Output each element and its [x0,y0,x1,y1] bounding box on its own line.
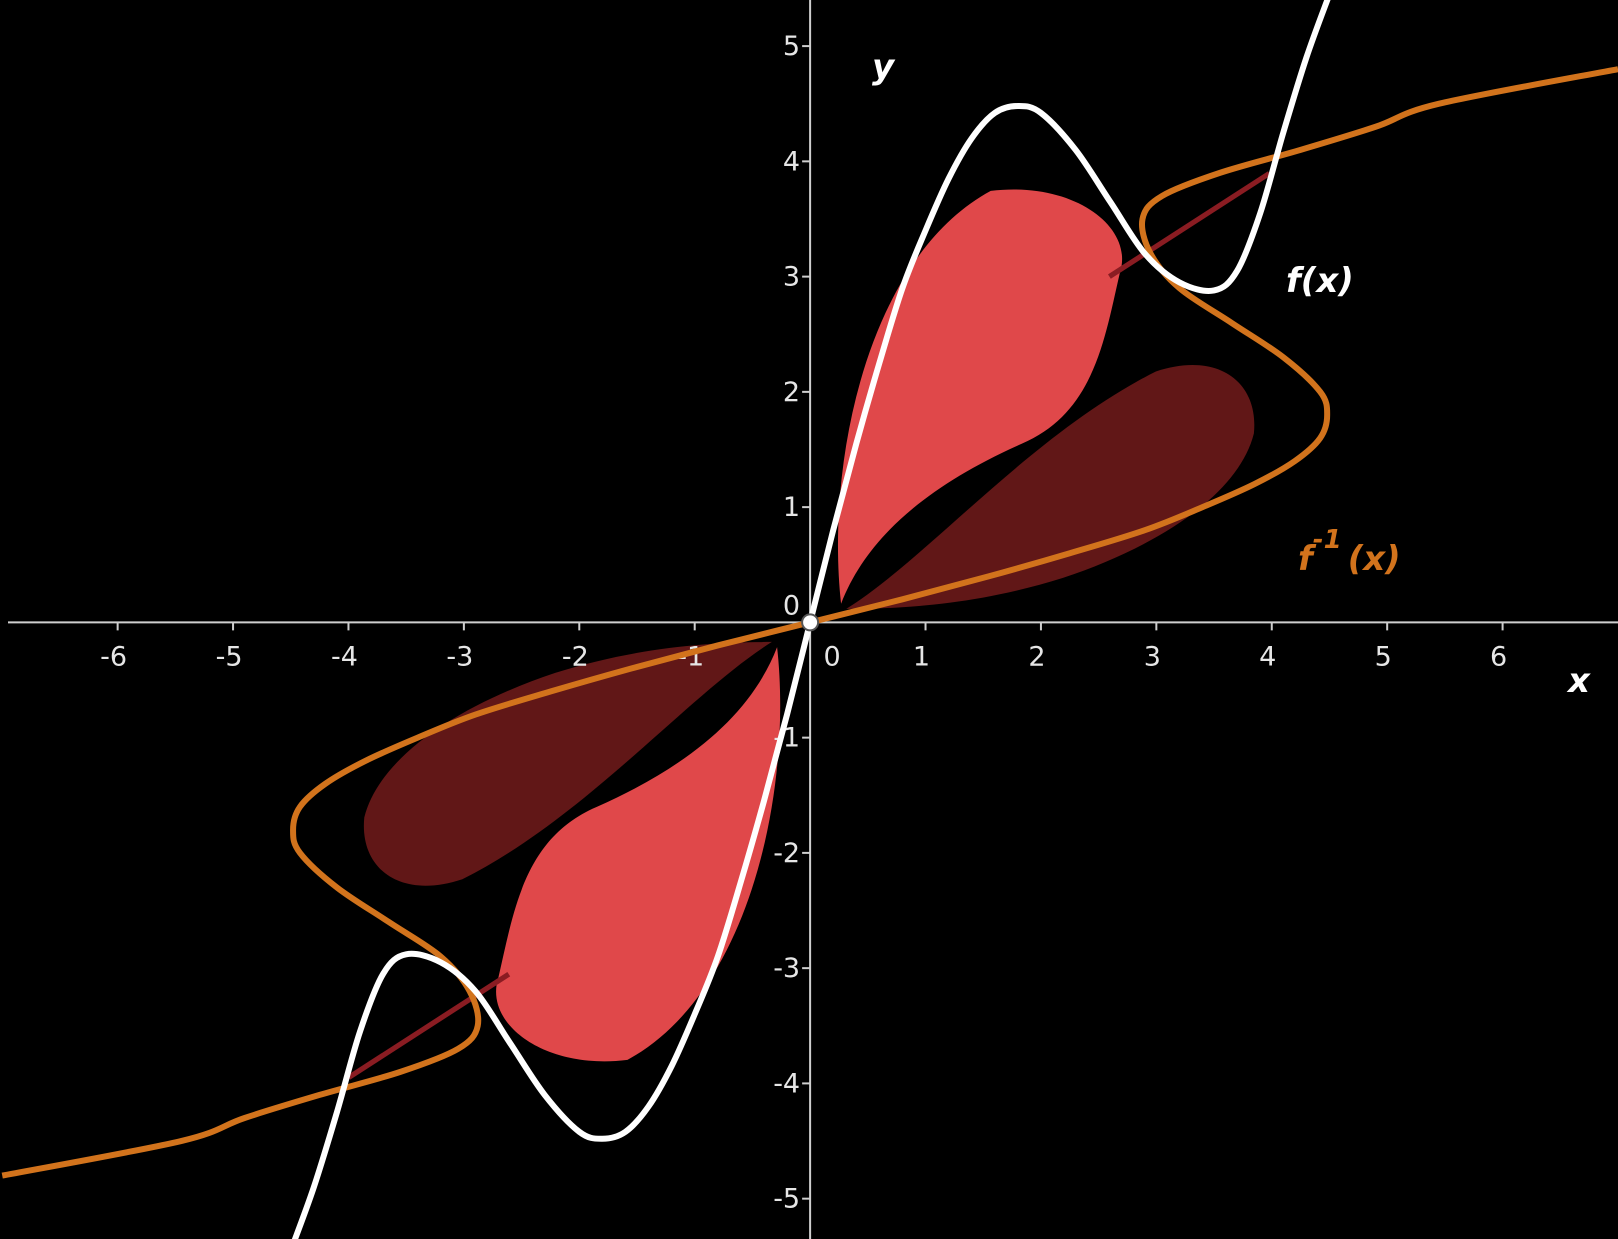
y-tick-label: 3 [783,262,800,293]
x-tick-label: 2 [1028,641,1045,672]
x-tick-label: -2 [562,641,589,672]
y-tick-label: -5 [773,1184,800,1215]
label-arg: (x) [1348,539,1401,579]
chart: -6-5-4-3-2-10123456-5-4-3-2-1012345y x f… [0,0,1618,1239]
y-tick-label: 4 [783,146,800,177]
origin-point [802,614,818,630]
curve-label: f(x) [1286,261,1354,301]
y-tick-label: -4 [773,1068,800,1099]
x-tick-label: 1 [913,641,930,672]
y-tick-label: 0 [783,590,800,621]
y-tick-label: 5 [783,31,800,62]
label-sup: -1 [1313,525,1342,555]
y-tick-label: 2 [783,377,800,408]
x-tick-label: 5 [1375,641,1392,672]
y-axis-label: y [872,47,896,87]
y-tick-label: -2 [773,838,800,869]
x-tick-label: 3 [1144,641,1161,672]
x-tick-label: 4 [1259,641,1276,672]
x-tick-label: -5 [216,641,243,672]
y-tick-label: 1 [783,492,800,523]
x-tick-label: -3 [446,641,473,672]
x-axis-label: x [1566,661,1591,701]
y-tick-label: -3 [773,953,800,984]
x-tick-label: -4 [331,641,358,672]
x-tick-label: -6 [100,641,127,672]
x-tick-label: 6 [1490,641,1507,672]
x-tick-label: 0 [824,641,841,672]
